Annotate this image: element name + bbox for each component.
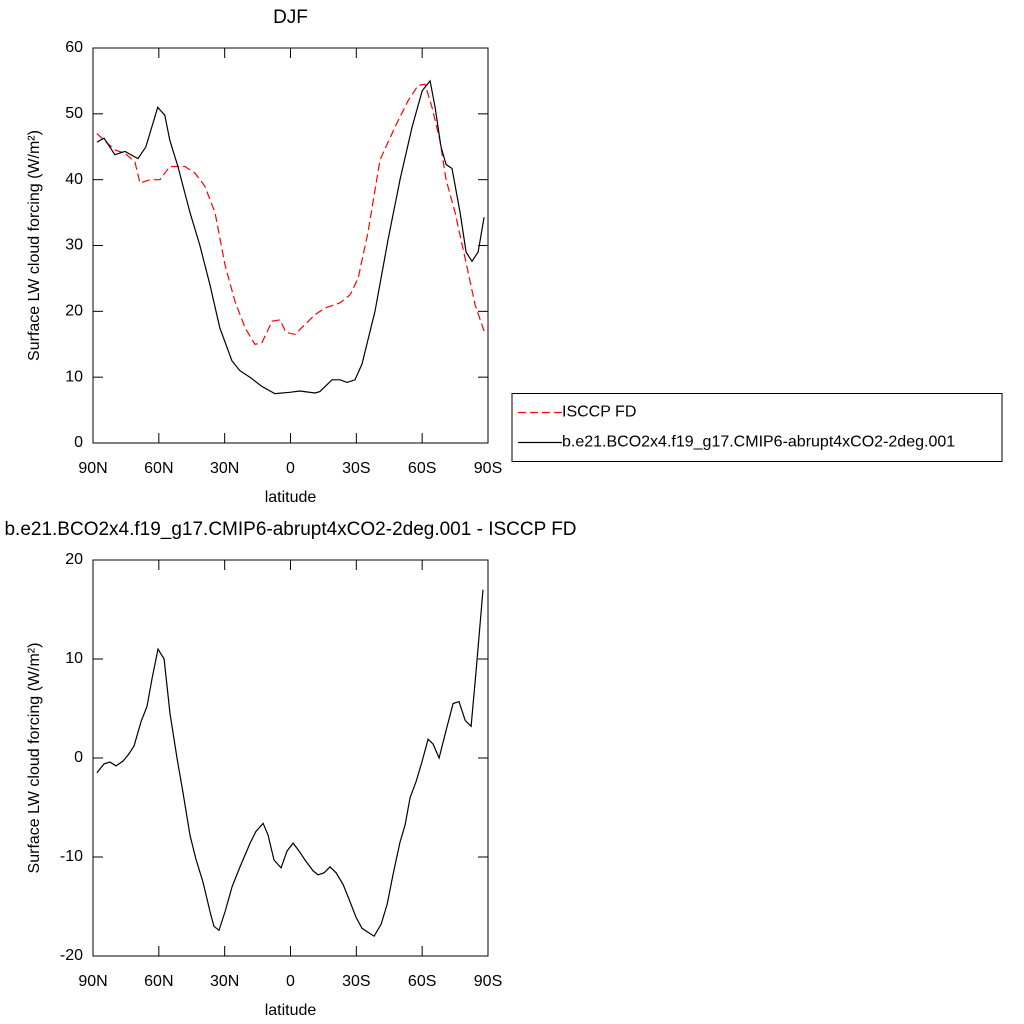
y-axis-label: Surface LW cloud forcing (W/m²) bbox=[26, 643, 43, 874]
y-tick-label: 10 bbox=[65, 368, 83, 385]
data-line bbox=[96, 79, 485, 395]
y-tick-label: 40 bbox=[65, 171, 83, 188]
y-tick-label: -20 bbox=[60, 947, 83, 964]
y-tick-label: 20 bbox=[65, 551, 83, 568]
y-tick-label: 20 bbox=[65, 303, 83, 320]
x-tick-label: 30N bbox=[210, 973, 239, 990]
x-tick-label: 30N bbox=[210, 460, 239, 477]
x-tick-label: 0 bbox=[286, 973, 295, 990]
plot-frame bbox=[92, 47, 489, 444]
y-tick-label: 0 bbox=[74, 434, 83, 451]
data-line bbox=[96, 589, 484, 938]
chart-title: b.e21.BCO2x4.f19_g17.CMIP6-abrupt4xCO2-2… bbox=[4, 519, 576, 540]
legend-label: b.e21.BCO2x4.f19_g17.CMIP6-abrupt4xCO2-2… bbox=[562, 434, 955, 451]
x-tick-label: 90S bbox=[474, 460, 502, 477]
x-tick-label: 90N bbox=[78, 973, 107, 990]
x-tick-label: 90S bbox=[474, 973, 502, 990]
data-line bbox=[96, 83, 485, 345]
x-axis-label: latitude bbox=[265, 1002, 317, 1019]
y-tick-label: 50 bbox=[65, 105, 83, 122]
chart-title: DJF bbox=[273, 7, 308, 28]
x-tick-label: 60S bbox=[408, 460, 436, 477]
x-tick-label: 60N bbox=[144, 460, 173, 477]
x-tick-label: 90N bbox=[78, 460, 107, 477]
y-tick-label: 30 bbox=[65, 237, 83, 254]
y-tick-label: 0 bbox=[74, 749, 83, 766]
x-tick-label: 30S bbox=[342, 973, 370, 990]
x-tick-label: 0 bbox=[286, 460, 295, 477]
legend-label: ISCCP FD bbox=[562, 404, 636, 421]
y-tick-label: 60 bbox=[65, 39, 83, 56]
x-tick-label: 30S bbox=[342, 460, 370, 477]
y-tick-label: 10 bbox=[65, 650, 83, 667]
plot-frame bbox=[92, 559, 489, 957]
x-tick-label: 60N bbox=[144, 973, 173, 990]
legend-box bbox=[511, 393, 1003, 462]
x-axis-label: latitude bbox=[265, 489, 317, 506]
y-tick-label: -10 bbox=[60, 848, 83, 865]
y-axis-label: Surface LW cloud forcing (W/m²) bbox=[26, 130, 43, 361]
x-tick-label: 60S bbox=[408, 973, 436, 990]
